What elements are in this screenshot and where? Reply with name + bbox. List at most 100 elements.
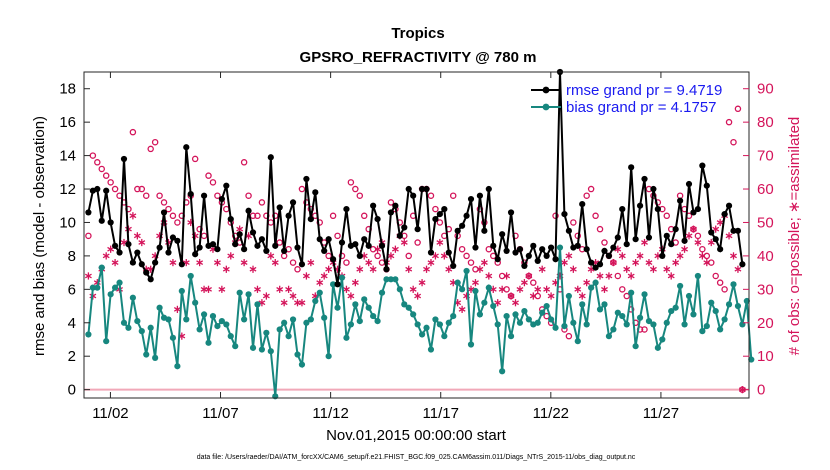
asterisk-stroke: [254, 286, 261, 292]
assimilated-obs-point: [129, 212, 137, 220]
asterisk-stroke: [560, 260, 568, 265]
rmse-point: [120, 155, 128, 163]
legend-bias-label: bias grand pr = 4.1757: [566, 99, 717, 116]
bias-point: [539, 309, 546, 316]
bias-point: [343, 334, 350, 341]
rmse-point: [338, 239, 346, 246]
asterisk-stroke: [267, 253, 275, 259]
y2-tick-label: 80: [757, 114, 774, 131]
rmse-point: [214, 246, 221, 253]
rmse-point: [272, 242, 279, 249]
rmse-point: [107, 219, 114, 226]
rmse-point: [490, 242, 497, 249]
assimilated-obs-point: [267, 252, 275, 260]
rmse-point: [401, 224, 408, 231]
assimilated-obs-point: [196, 258, 204, 267]
bias-point: [730, 281, 737, 288]
possible-obs-point: [258, 199, 266, 206]
asterisk-stroke: [213, 260, 221, 265]
assimilated-obs-point: [320, 272, 328, 280]
assimilated-obs-point: [316, 279, 324, 287]
assimilated-obs-point: [111, 258, 119, 267]
possible-obs-point: [298, 185, 306, 193]
bias-point: [147, 324, 154, 331]
assimilated-obs-point: [400, 238, 408, 247]
bias-point: [494, 321, 501, 328]
possible-obs-point: [352, 185, 359, 193]
assimilated-obs-point: [351, 279, 359, 287]
assimilated-obs-point: [205, 285, 212, 293]
assimilated-obs-point: [698, 252, 706, 260]
possible-obs-point: [734, 105, 742, 113]
bias-point: [174, 363, 181, 370]
asterisk-stroke: [503, 273, 511, 279]
asterisk-stroke: [440, 253, 448, 259]
assimilated-obs-point: [365, 258, 373, 267]
bias-point: [579, 301, 586, 308]
possible-obs-point: [209, 179, 217, 186]
rmse-point: [610, 244, 617, 251]
possible-obs-point: [467, 259, 475, 266]
y-tick-label: 12: [59, 181, 76, 198]
asterisk-stroke: [672, 260, 680, 265]
bias-point: [383, 276, 390, 283]
rmse-point: [525, 252, 532, 259]
asterisk-stroke: [458, 307, 466, 312]
y-tick-label: 0: [68, 382, 76, 399]
legend: rmse grand pr = 9.4719 bias grand pr = 4…: [531, 82, 722, 116]
x-tick-label: 11/27: [643, 405, 679, 422]
rmse-point: [223, 182, 230, 189]
asterisk-stroke: [609, 260, 617, 265]
assimilated-obs-point: [512, 299, 519, 307]
possible-obs-point: [329, 212, 337, 220]
y-tick-label: 10: [59, 214, 76, 231]
possible-obs-point: [374, 252, 381, 260]
assimilated-obs-point: [632, 258, 640, 267]
asterisk-stroke: [489, 286, 497, 292]
rmse-point: [672, 226, 679, 233]
rmse-point: [708, 229, 715, 236]
possible-obs-point: [89, 152, 97, 159]
bias-point: [481, 299, 488, 306]
assimilated-obs-point: [222, 265, 230, 273]
rmse-point: [85, 209, 92, 216]
rmse-point: [641, 175, 648, 183]
assimilated-obs-point: [716, 218, 724, 227]
asterisk-stroke: [703, 260, 711, 265]
assimilated-obs-point: [578, 292, 586, 300]
rmse-point: [441, 205, 448, 213]
rmse-point: [285, 212, 292, 219]
assimilated-obs-point: [436, 238, 444, 247]
rmse-point: [654, 205, 661, 213]
bias-point: [699, 328, 706, 335]
bias-point: [303, 319, 310, 326]
asterisk-stroke: [222, 266, 230, 272]
asterisk-stroke: [632, 260, 640, 265]
possible-obs-point: [587, 185, 595, 193]
bias-point: [588, 284, 595, 291]
bias-point: [232, 343, 239, 350]
rmse-point: [276, 204, 283, 211]
possible-obs-point: [699, 245, 706, 253]
asterisk-stroke: [342, 286, 350, 292]
rmse-point: [236, 231, 243, 238]
possible-obs-point: [725, 118, 733, 126]
bias-point: [516, 319, 524, 326]
bias-point: [507, 333, 515, 340]
tick-layer: 0 2 4 6 8 10 12 14 16 18 0 10 20 30 40 50 60 70 80 90 11/02 1…: [59, 72, 774, 422]
rmse-point: [192, 251, 199, 258]
rmse-point: [365, 242, 372, 249]
rmse-point: [681, 237, 688, 244]
bias-point: [378, 289, 386, 296]
bias-point: [721, 316, 728, 323]
assimilated-obs-point: [213, 258, 221, 267]
asterisk-stroke: [569, 266, 577, 272]
y2-tick-label: 10: [757, 348, 774, 365]
rmse-point: [645, 234, 653, 241]
rmse-point: [241, 246, 248, 253]
assimilated-obs-point: [565, 252, 573, 260]
assimilated-obs-point: [667, 272, 675, 280]
rmse-point: [690, 209, 697, 216]
bias-point: [107, 291, 114, 298]
bias-point: [103, 338, 110, 345]
